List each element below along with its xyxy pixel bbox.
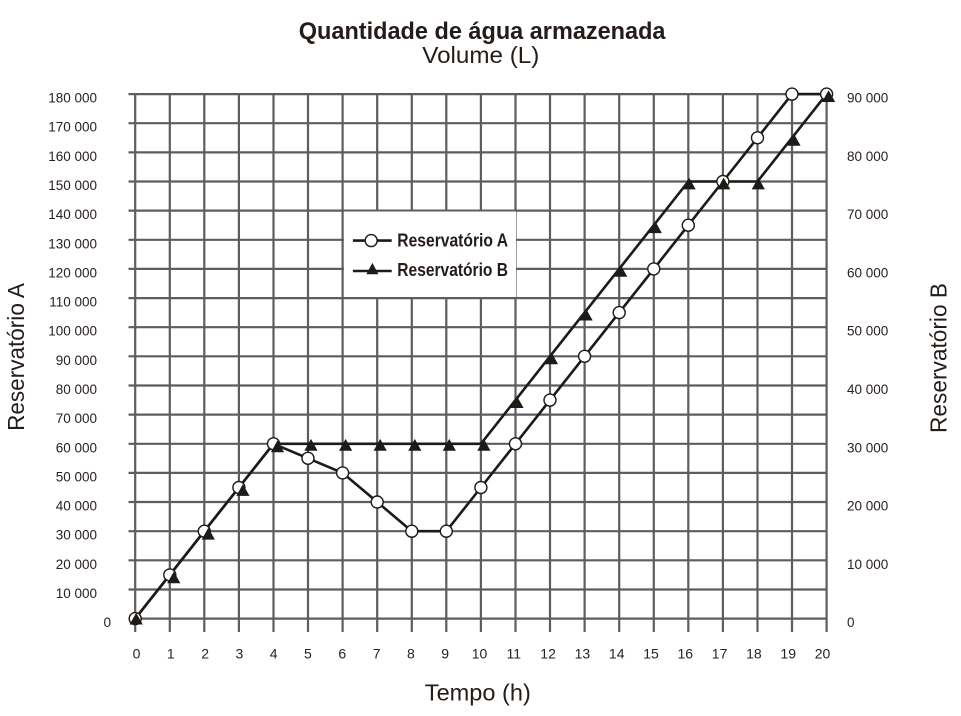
svg-text:Reservatório B: Reservatório B xyxy=(926,283,952,433)
svg-text:10 000: 10 000 xyxy=(56,586,97,601)
svg-text:6: 6 xyxy=(338,646,346,662)
svg-text:0: 0 xyxy=(133,646,141,662)
svg-text:0: 0 xyxy=(103,615,111,630)
svg-text:20 000: 20 000 xyxy=(56,557,97,572)
svg-text:13: 13 xyxy=(575,646,591,662)
svg-text:130 000: 130 000 xyxy=(48,236,97,251)
svg-text:70 000: 70 000 xyxy=(847,207,888,222)
svg-text:7: 7 xyxy=(373,646,381,662)
svg-text:20: 20 xyxy=(815,646,831,662)
svg-text:140 000: 140 000 xyxy=(48,207,97,222)
svg-text:3: 3 xyxy=(236,646,244,662)
svg-text:Reservatório A: Reservatório A xyxy=(397,231,508,251)
svg-text:180 000: 180 000 xyxy=(48,91,97,106)
svg-text:60 000: 60 000 xyxy=(847,265,888,280)
svg-text:16: 16 xyxy=(678,646,694,662)
svg-text:40 000: 40 000 xyxy=(847,382,888,397)
svg-text:8: 8 xyxy=(407,646,415,662)
svg-text:Reservatório A: Reservatório A xyxy=(3,282,29,430)
svg-text:1: 1 xyxy=(167,646,175,662)
svg-text:2: 2 xyxy=(201,646,209,662)
svg-text:15: 15 xyxy=(643,646,659,662)
svg-text:70 000: 70 000 xyxy=(56,411,97,426)
svg-text:4: 4 xyxy=(270,646,278,662)
svg-text:5: 5 xyxy=(304,646,312,662)
svg-text:100 000: 100 000 xyxy=(48,324,97,339)
svg-text:19: 19 xyxy=(780,646,796,662)
svg-text:50 000: 50 000 xyxy=(847,324,888,339)
svg-text:Volume (L): Volume (L) xyxy=(422,42,539,68)
svg-text:17: 17 xyxy=(712,646,728,662)
svg-text:Tempo (h): Tempo (h) xyxy=(425,680,531,706)
svg-text:9: 9 xyxy=(441,646,449,662)
svg-text:150 000: 150 000 xyxy=(48,178,97,193)
svg-text:Quantidade de água armazenada: Quantidade de água armazenada xyxy=(299,18,666,45)
svg-text:90 000: 90 000 xyxy=(847,91,888,106)
svg-text:12: 12 xyxy=(540,646,556,662)
svg-text:18: 18 xyxy=(746,646,762,662)
svg-text:90 000: 90 000 xyxy=(56,353,97,368)
svg-text:170 000: 170 000 xyxy=(48,120,97,135)
svg-text:20 000: 20 000 xyxy=(847,499,888,514)
svg-text:Reservatório B: Reservatório B xyxy=(397,260,508,280)
svg-text:30 000: 30 000 xyxy=(847,440,888,455)
svg-text:60 000: 60 000 xyxy=(56,440,97,455)
svg-text:80 000: 80 000 xyxy=(56,382,97,397)
svg-text:14: 14 xyxy=(609,646,625,662)
svg-text:30 000: 30 000 xyxy=(56,528,97,543)
svg-text:160 000: 160 000 xyxy=(48,149,97,164)
svg-text:11: 11 xyxy=(507,646,522,662)
svg-text:120 000: 120 000 xyxy=(48,265,97,280)
svg-text:80 000: 80 000 xyxy=(847,149,888,164)
svg-text:0: 0 xyxy=(847,615,855,630)
svg-text:10 000: 10 000 xyxy=(847,557,888,572)
svg-text:110 000: 110 000 xyxy=(49,295,97,310)
svg-text:40 000: 40 000 xyxy=(56,499,97,514)
svg-text:10: 10 xyxy=(472,646,488,662)
svg-text:50 000: 50 000 xyxy=(56,469,97,484)
